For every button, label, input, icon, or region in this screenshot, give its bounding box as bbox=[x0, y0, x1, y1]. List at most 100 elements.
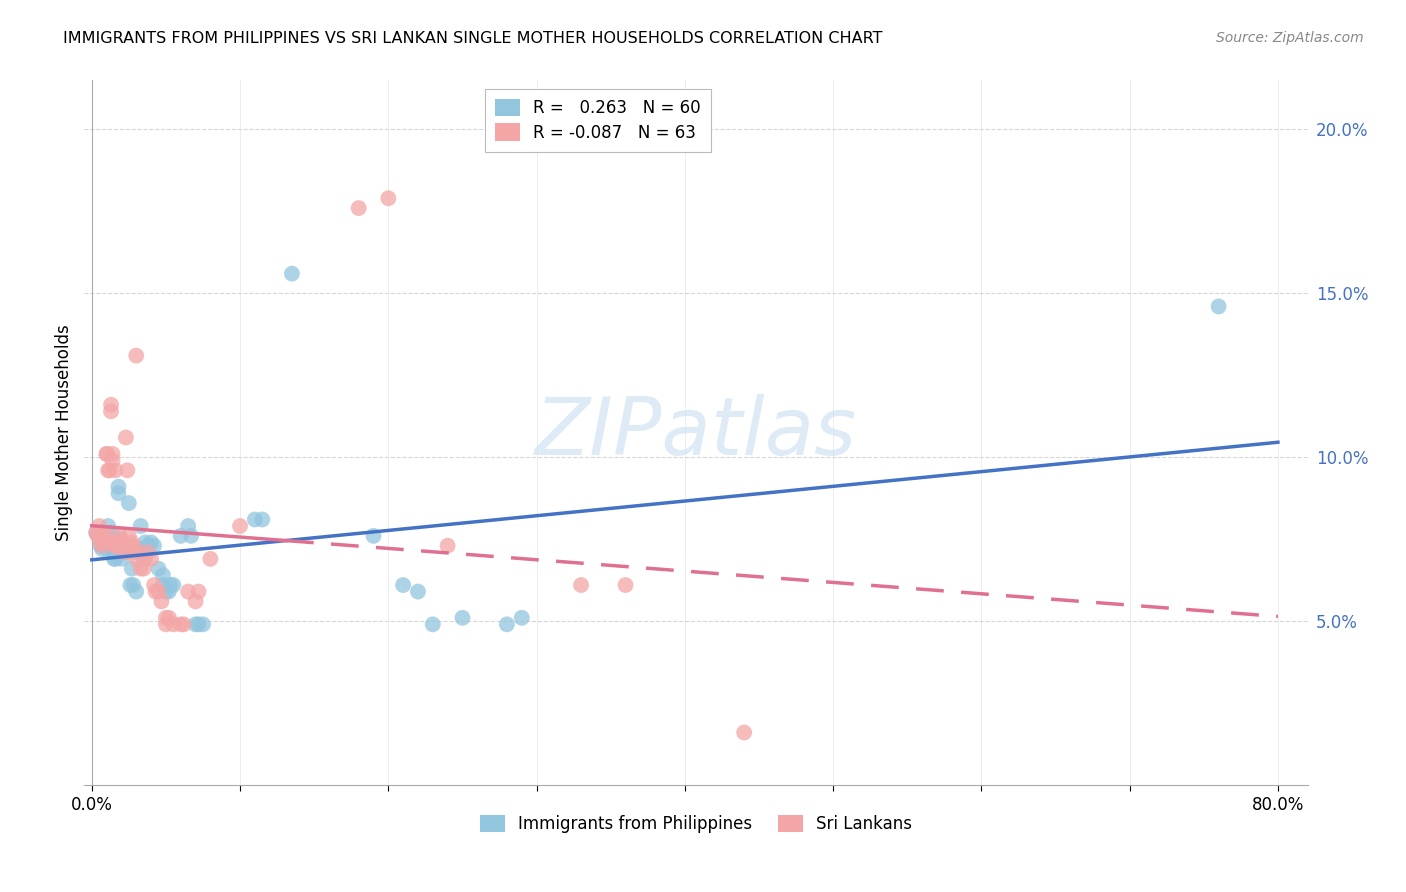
Point bbox=[98, 532, 121, 546]
Point bbox=[121, 535, 143, 549]
Point bbox=[125, 551, 148, 566]
Point bbox=[107, 535, 129, 549]
Point bbox=[155, 584, 177, 599]
Point bbox=[150, 594, 173, 608]
Point bbox=[177, 584, 200, 599]
Point bbox=[105, 535, 128, 549]
Point bbox=[125, 349, 148, 363]
Point bbox=[110, 551, 132, 566]
Point bbox=[96, 532, 118, 546]
Point bbox=[496, 617, 519, 632]
Point bbox=[112, 545, 135, 559]
Point bbox=[121, 561, 143, 575]
Point bbox=[614, 578, 637, 592]
Point bbox=[252, 512, 274, 526]
Point bbox=[111, 539, 134, 553]
Point bbox=[84, 525, 107, 540]
Point bbox=[115, 539, 138, 553]
Text: IMMIGRANTS FROM PHILIPPINES VS SRI LANKAN SINGLE MOTHER HOUSEHOLDS CORRELATION C: IMMIGRANTS FROM PHILIPPINES VS SRI LANKA… bbox=[63, 31, 883, 46]
Point bbox=[128, 545, 150, 559]
Point bbox=[243, 512, 266, 526]
Point bbox=[392, 578, 415, 592]
Text: Source: ZipAtlas.com: Source: ZipAtlas.com bbox=[1216, 31, 1364, 45]
Point bbox=[129, 541, 152, 556]
Point bbox=[104, 539, 127, 553]
Point bbox=[108, 529, 131, 543]
Point bbox=[108, 532, 131, 546]
Y-axis label: Single Mother Households: Single Mother Households bbox=[55, 325, 73, 541]
Point bbox=[91, 532, 114, 546]
Point bbox=[122, 545, 145, 559]
Point bbox=[105, 535, 128, 549]
Point bbox=[347, 201, 370, 215]
Point bbox=[187, 584, 209, 599]
Point bbox=[180, 529, 202, 543]
Point bbox=[89, 529, 111, 543]
Point bbox=[139, 535, 162, 549]
Point bbox=[152, 568, 174, 582]
Point bbox=[100, 404, 122, 418]
Point bbox=[90, 539, 112, 553]
Point bbox=[177, 519, 200, 533]
Point bbox=[112, 545, 135, 559]
Point bbox=[132, 551, 155, 566]
Point bbox=[143, 539, 166, 553]
Point bbox=[122, 578, 145, 592]
Point bbox=[422, 617, 444, 632]
Point bbox=[170, 529, 193, 543]
Point bbox=[162, 578, 184, 592]
Point bbox=[148, 561, 170, 575]
Point bbox=[86, 529, 108, 543]
Point bbox=[134, 551, 156, 566]
Point bbox=[104, 463, 127, 477]
Point bbox=[155, 611, 177, 625]
Point bbox=[110, 535, 132, 549]
Point bbox=[569, 578, 592, 592]
Point bbox=[96, 447, 118, 461]
Point bbox=[377, 191, 399, 205]
Point bbox=[733, 725, 755, 739]
Point bbox=[107, 486, 129, 500]
Point bbox=[100, 525, 122, 540]
Point bbox=[148, 584, 170, 599]
Point bbox=[157, 611, 180, 625]
Point bbox=[200, 551, 222, 566]
Point bbox=[100, 398, 122, 412]
Point bbox=[162, 617, 184, 632]
Point bbox=[93, 525, 115, 540]
Point bbox=[84, 525, 107, 540]
Point bbox=[281, 267, 304, 281]
Point bbox=[97, 519, 120, 533]
Point bbox=[143, 578, 166, 592]
Point bbox=[139, 551, 162, 566]
Point bbox=[229, 519, 252, 533]
Point bbox=[406, 584, 429, 599]
Point bbox=[136, 539, 159, 553]
Point bbox=[132, 561, 155, 575]
Point bbox=[363, 529, 385, 543]
Point bbox=[120, 578, 142, 592]
Point bbox=[510, 611, 533, 625]
Point bbox=[104, 551, 127, 566]
Point bbox=[157, 584, 180, 599]
Point bbox=[103, 539, 125, 553]
Point bbox=[100, 535, 122, 549]
Point bbox=[155, 617, 177, 632]
Point bbox=[173, 617, 195, 632]
Point bbox=[118, 529, 141, 543]
Point bbox=[105, 545, 128, 559]
Point bbox=[107, 539, 129, 553]
Point bbox=[97, 463, 120, 477]
Point bbox=[94, 525, 117, 540]
Point bbox=[101, 541, 124, 556]
Point bbox=[115, 431, 138, 445]
Point bbox=[101, 447, 124, 461]
Point bbox=[91, 541, 114, 556]
Point bbox=[90, 535, 112, 549]
Point bbox=[134, 535, 156, 549]
Point bbox=[120, 539, 142, 553]
Point bbox=[152, 578, 174, 592]
Point bbox=[93, 535, 115, 549]
Point bbox=[122, 539, 145, 553]
Point bbox=[98, 463, 121, 477]
